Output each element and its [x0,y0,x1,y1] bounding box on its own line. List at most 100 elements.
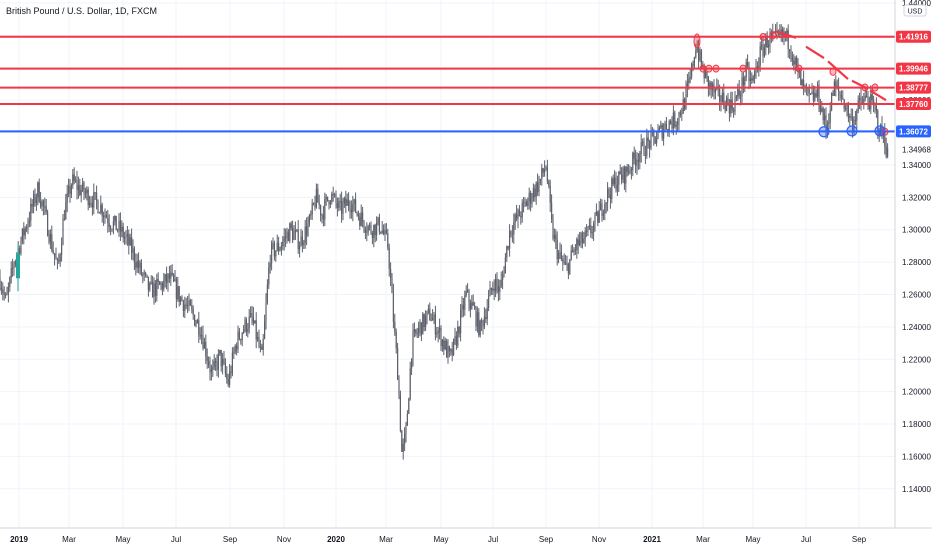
candle-body [874,105,876,107]
candle-body [642,141,644,143]
candle-body [650,132,652,149]
candle-body [558,253,560,260]
y-tick-label: 1.34000 [902,161,931,170]
x-tick-label: Jul [488,535,498,544]
candle-body [65,202,67,220]
candle-body [803,80,805,86]
candle-body [472,302,474,306]
candle-body [145,272,147,275]
candle-body [157,279,159,282]
candle-body [506,246,508,258]
candle-body [104,215,106,217]
candle-body [727,98,729,103]
plot-area[interactable] [0,22,889,460]
candle-body [559,252,561,254]
candle-body [220,350,222,367]
candle-body [789,49,791,51]
y-tick-label: 1.22000 [902,355,931,364]
candle-body [440,327,442,347]
currency-badge[interactable] [903,4,927,17]
candle-body [801,80,803,86]
candle-body [447,346,449,358]
candle-body [210,369,212,373]
candle-body [299,246,301,250]
candle-body [656,138,658,144]
candle-body [629,169,631,173]
candle-body [446,340,448,358]
candle-body [28,220,30,223]
candle-body [878,130,880,136]
candle-body [59,254,61,262]
candle-body [128,234,130,246]
x-tick-label: Sep [223,535,238,544]
y-tick-label: 1.16000 [902,452,931,461]
candle-body [437,330,439,333]
candle-body [276,242,278,251]
candle-body [454,336,456,339]
candle-body [223,358,225,363]
candle-body [847,104,849,118]
x-tick-label: 2021 [643,535,661,544]
candle-body [552,218,554,239]
candle-body [192,309,194,315]
candle-body [182,300,184,311]
candle-body [548,181,550,186]
candle-body [189,300,191,306]
candle-body [539,178,541,181]
candle-body [0,278,1,289]
candle-body [476,312,478,327]
candle-body [602,213,604,216]
candle-body [686,83,688,88]
candle-body [469,303,471,309]
candle-body [504,257,506,274]
candle-body [475,308,477,327]
candle-body [251,313,253,317]
candle-body [887,148,889,157]
candle-body [528,192,530,201]
candle-body [418,327,420,334]
candle-body [301,236,303,246]
candle-body [838,86,840,92]
candle-body [409,368,411,399]
candle-body [822,108,824,121]
candle-body [742,77,744,86]
candle-body [112,221,114,230]
candle-body [237,331,239,350]
candle-body [402,443,404,452]
resistance-touch-marker [871,83,879,92]
candle-body [174,279,176,282]
x-tick-label: Mar [379,535,393,544]
candle-body [26,227,28,229]
candle-body [461,304,463,311]
candle-body [35,197,37,204]
chart-grid [0,0,895,528]
trend-line [775,30,887,102]
candle-body [135,262,137,268]
candle-body [51,234,53,251]
candle-body [527,200,529,207]
candle-body [310,214,312,216]
candle-body [360,212,362,226]
candle-body [842,97,844,100]
candle-body [31,204,33,207]
candle-body [121,226,123,232]
candle-body [306,226,308,236]
candle-body [579,240,581,246]
candle-body [710,82,712,90]
candle-body [101,204,103,217]
candle-body [369,225,371,227]
y-tick-label: 1.30000 [902,226,931,235]
candle-body [233,352,235,354]
candle-body [700,50,702,66]
candle-body [205,341,207,357]
candle-body [219,350,221,354]
candle-body [387,233,389,248]
candle-body [493,288,495,292]
time-axis-background[interactable] [0,528,932,550]
candle-body [551,202,553,219]
candle-body [850,116,852,118]
candle-body [605,202,607,205]
candle-body [688,78,690,84]
candle-body [236,345,238,350]
